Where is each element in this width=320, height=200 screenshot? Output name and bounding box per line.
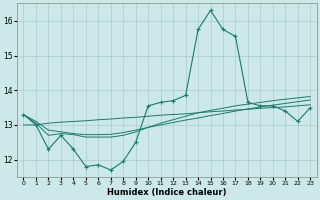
X-axis label: Humidex (Indice chaleur): Humidex (Indice chaleur) xyxy=(107,188,227,197)
